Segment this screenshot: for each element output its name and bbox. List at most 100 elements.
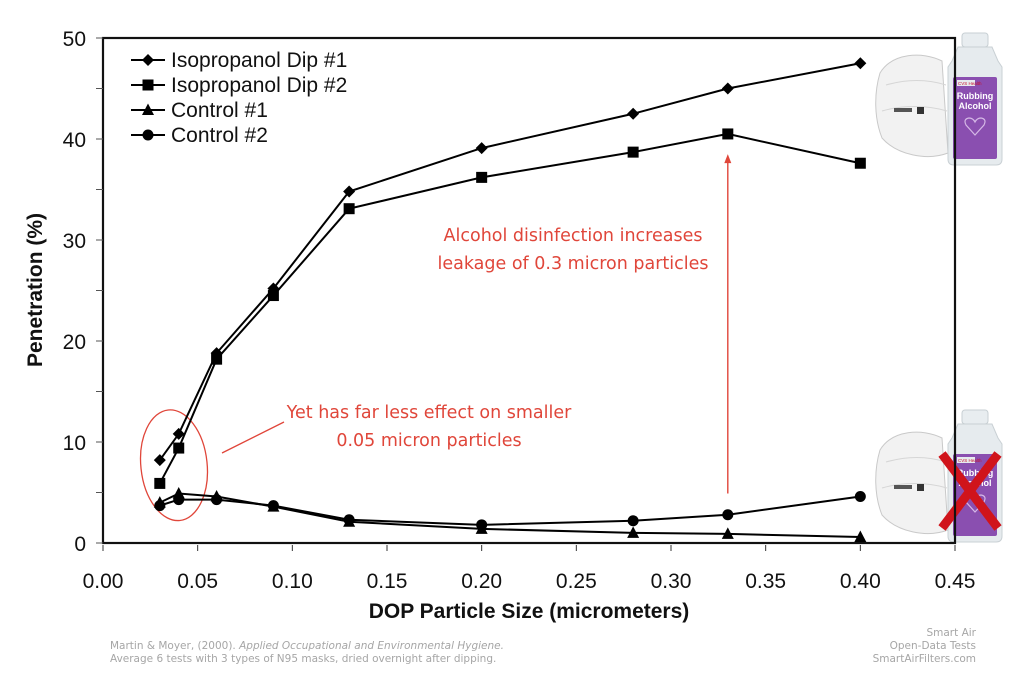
data-point-diamond (172, 427, 185, 440)
n95-mask-icon (875, 54, 949, 157)
data-point-triangle (721, 527, 734, 539)
citation-line-2: Average 6 tests with 3 types of N95 mask… (110, 653, 497, 665)
data-point-circle (211, 494, 223, 506)
x-tick-label: 0.25 (556, 570, 597, 593)
data-point-diamond (153, 454, 166, 467)
mask-logo (917, 484, 924, 491)
x-tick-label: 0.30 (651, 570, 692, 593)
data-point-square (343, 203, 355, 215)
annotation-increase-line-2: leakage of 0.3 micron particles (438, 254, 709, 274)
brand-credit: Smart Air Open-Data Tests SmartAirFilter… (873, 627, 976, 666)
bottle-cap (961, 409, 989, 425)
data-point-triangle (627, 526, 640, 538)
x-tick-label: 0.45 (935, 570, 976, 593)
data-point-circle (343, 514, 355, 526)
data-point-square (154, 477, 166, 489)
citation-line-1: Martin & Moyer, (2000). Applied Occupati… (110, 640, 504, 653)
annotation-small-line-2: 0.05 micron particles (336, 431, 521, 451)
x-axis-title: DOP Particle Size (micrometers) (369, 600, 690, 623)
legend-item: Control #2 (131, 124, 268, 147)
x-tick-label: 0.20 (461, 570, 502, 593)
data-point-square (211, 353, 223, 365)
series-line (159, 495, 861, 526)
citation-journal: Applied Occupational and Environmental H… (239, 640, 504, 652)
legend-marker-diamond (142, 54, 154, 66)
annotation-small-line-1: Yet has far less effect on smaller (286, 403, 572, 423)
series-isopropanol-dip-2 (154, 128, 866, 489)
annotation-layer: Alcohol disinfection increases leakage of… (139, 154, 732, 522)
data-point-circle (154, 500, 166, 512)
bottle-label-line-2: Alcohol (959, 101, 992, 111)
series-control-1 (153, 487, 867, 542)
legend-label: Isopropanol Dip #2 (171, 74, 347, 97)
mask-print (894, 485, 912, 489)
series-layer (153, 57, 867, 542)
mask-print (894, 108, 912, 112)
y-tick-label: 0 (74, 533, 86, 556)
x-tick-label: 0.35 (745, 570, 786, 593)
x-tick-label: 0.00 (83, 570, 124, 593)
x-tick-label: 0.05 (177, 570, 218, 593)
citation-authors: Martin & Moyer, (2000). (110, 640, 240, 652)
x-tick-label: 0.40 (840, 570, 881, 593)
series-line (159, 492, 861, 538)
legend-item: Isopropanol Dip #1 (131, 49, 347, 72)
series-control-2 (154, 491, 866, 531)
data-point-square (627, 146, 639, 158)
bottle-brand-badge (957, 457, 975, 463)
bottle-label (953, 77, 997, 159)
data-point-diamond (721, 82, 734, 95)
bottle-heart-graphic (964, 117, 986, 136)
data-point-circle (173, 494, 185, 506)
annotation-pointer-line (221, 421, 285, 454)
data-point-diamond (475, 142, 488, 155)
mask-logo (917, 107, 924, 114)
x-tick-label: 0.10 (272, 570, 313, 593)
n95-mask-icon (875, 431, 949, 534)
data-point-diamond (854, 57, 867, 70)
legend-marker-circle (142, 129, 154, 141)
annotation-increase-line-1: Alcohol disinfection increases (444, 226, 703, 246)
bottle-brand-text: CVS Health (958, 458, 982, 463)
brand-line-3: SmartAirFilters.com (872, 653, 976, 665)
y-tick-label: 10 (63, 432, 86, 455)
cross-out-x-icon (938, 451, 1002, 531)
bottle-label-line-1: Rubbing (957, 91, 994, 101)
data-point-square (267, 290, 279, 302)
bottle-label-line-1: Rubbing (957, 468, 994, 478)
legend-marker-triangle (142, 103, 154, 115)
data-point-square (722, 128, 734, 140)
annotation-arrowhead (724, 154, 732, 164)
data-point-square (173, 442, 185, 454)
y-tick-label: 50 (63, 28, 86, 51)
brand-line-1: Smart Air (926, 627, 976, 639)
legend-label: Control #2 (171, 124, 268, 147)
brand-line-2: Open-Data Tests (889, 640, 976, 652)
data-point-circle (854, 491, 866, 503)
data-point-square (476, 171, 488, 183)
data-point-square (854, 157, 866, 169)
data-point-diamond (343, 185, 356, 198)
legend-label: Control #1 (171, 99, 268, 122)
bottle-cap (961, 32, 989, 48)
x-tick-label: 0.15 (367, 570, 408, 593)
data-point-circle (627, 515, 639, 527)
legend-marker-square (142, 79, 154, 91)
data-point-diamond (627, 107, 640, 120)
y-tick-label: 20 (63, 331, 86, 354)
mask-fold-lines (881, 80, 948, 112)
data-point-triangle (854, 530, 867, 542)
data-point-circle (722, 509, 734, 521)
data-point-circle (476, 519, 488, 531)
y-tick-label: 40 (63, 129, 86, 152)
legend-item: Isopropanol Dip #2 (131, 74, 347, 97)
bottle-brand-text: CVS Health (958, 81, 982, 86)
y-axis-title: Penetration (%) (24, 213, 47, 367)
mask-fold-lines (881, 457, 948, 489)
y-tick-label: 30 (63, 230, 86, 253)
